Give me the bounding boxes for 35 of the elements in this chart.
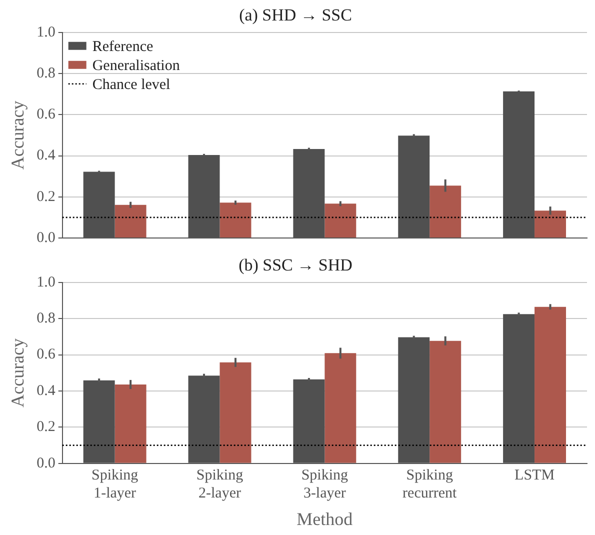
chart-title: (a) SHD → SSC [239,6,352,25]
legend-label: Generalisation [92,58,180,74]
x-tick-label: Spiking 1-layer [91,467,139,502]
y-tick-label: 1.0 [36,274,56,290]
y-tick-label: 0.0 [36,230,56,246]
x-tick-label: Spiking 2-layer [196,467,244,502]
bar [534,210,566,238]
bar [430,186,462,238]
bar [114,204,146,238]
bar [324,204,356,238]
legend-label: Reference [92,38,154,55]
y-tick-label: 0.8 [36,65,56,82]
x-tick-label: LSTM [514,467,555,484]
y-tick-label: 0.6 [36,346,56,363]
y-tick-label: 0.0 [36,455,56,472]
x-tick-label: Spiking 3-layer [301,467,349,502]
bar [220,362,252,463]
chart-title: (b) SSC → SHD [238,256,352,275]
x-axis-title: Method [296,508,353,529]
legend-label: Chance level [92,76,170,93]
bar [220,202,252,238]
y-axis-title: Accuracy [8,100,28,170]
bar [324,353,356,463]
y-tick-label: 0.6 [36,106,56,123]
y-tick-label: 0.4 [36,382,56,399]
bar [534,306,566,463]
y-tick-label: 0.2 [36,188,56,205]
y-tick-label: 0.8 [36,310,56,327]
y-axis-title: Accuracy [8,338,28,408]
bar [114,384,146,463]
y-tick-label: 1.0 [36,24,56,40]
x-tick-label: Spiking recurrent [402,467,458,502]
y-tick-label: 0.2 [36,419,56,436]
y-tick-label: 0.4 [36,148,56,164]
bar [430,340,462,463]
